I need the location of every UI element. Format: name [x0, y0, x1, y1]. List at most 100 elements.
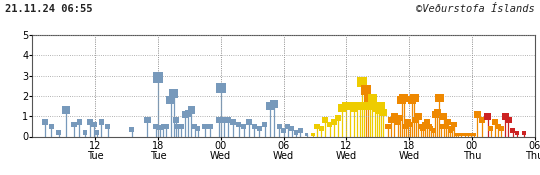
Point — [47, 125, 56, 128]
Point — [374, 109, 383, 111]
Point — [494, 125, 502, 128]
Point — [70, 123, 79, 126]
Point — [431, 113, 440, 116]
Point — [217, 86, 225, 89]
Point — [508, 129, 517, 132]
Point — [287, 127, 296, 130]
Point — [402, 125, 410, 128]
Point — [245, 121, 253, 124]
Point — [229, 121, 238, 124]
Point — [395, 117, 404, 120]
Point — [422, 121, 431, 124]
Point — [292, 131, 300, 134]
Point — [349, 107, 358, 110]
Point — [296, 129, 305, 132]
Point — [490, 121, 499, 124]
Point — [346, 105, 355, 107]
Point — [404, 121, 413, 124]
Point — [416, 125, 425, 128]
Point — [397, 99, 406, 101]
Point — [159, 125, 167, 128]
Point — [250, 125, 259, 128]
Point — [103, 125, 112, 128]
Point — [206, 125, 214, 128]
Point — [424, 125, 433, 128]
Point — [370, 105, 379, 107]
Point — [368, 97, 377, 99]
Point — [220, 119, 228, 122]
Point — [448, 127, 456, 130]
Point — [418, 127, 427, 130]
Point — [439, 115, 448, 118]
Point — [93, 131, 102, 134]
Point — [338, 107, 347, 110]
Point — [441, 125, 450, 128]
Point — [414, 115, 423, 118]
Point — [366, 105, 375, 107]
Point — [162, 125, 171, 128]
Point — [487, 127, 495, 130]
Point — [512, 132, 521, 135]
Point — [357, 80, 366, 83]
Point — [201, 125, 210, 128]
Point — [400, 97, 408, 99]
Point — [313, 125, 321, 128]
Point — [170, 92, 178, 95]
Point — [156, 126, 164, 129]
Point — [239, 125, 248, 128]
Point — [266, 105, 274, 107]
Point — [181, 113, 190, 116]
Point — [90, 123, 98, 126]
Point — [260, 123, 269, 126]
Point — [334, 117, 342, 120]
Point — [433, 111, 442, 114]
Point — [472, 113, 481, 116]
Point — [364, 97, 373, 99]
Point — [406, 123, 414, 126]
Point — [154, 76, 163, 79]
Text: ©Veðurstofa Íslands: ©Veðurstofa Íslands — [416, 4, 535, 13]
Point — [80, 131, 89, 134]
Point — [171, 119, 180, 122]
Point — [187, 109, 196, 111]
Point — [497, 127, 505, 130]
Point — [520, 132, 529, 135]
Point — [454, 133, 463, 136]
Point — [75, 121, 84, 124]
Point — [470, 133, 478, 136]
Point — [408, 99, 416, 101]
Point — [173, 125, 182, 128]
Point — [127, 128, 136, 131]
Point — [308, 133, 317, 136]
Point — [255, 127, 264, 130]
Point — [190, 125, 199, 128]
Point — [429, 129, 437, 132]
Point — [177, 125, 185, 128]
Point — [427, 127, 435, 130]
Point — [86, 121, 94, 124]
Point — [62, 109, 70, 111]
Point — [387, 119, 396, 122]
Point — [302, 133, 311, 136]
Point — [467, 133, 475, 136]
Point — [501, 115, 510, 118]
Point — [40, 121, 49, 124]
Point — [463, 133, 472, 136]
Point — [275, 125, 284, 128]
Point — [443, 121, 452, 124]
Point — [372, 107, 381, 110]
Point — [483, 115, 492, 118]
Point — [376, 105, 385, 107]
Point — [152, 125, 160, 128]
Point — [450, 123, 458, 126]
Point — [410, 97, 418, 99]
Point — [317, 127, 326, 130]
Point — [325, 123, 334, 126]
Text: 21.11.24 06:55: 21.11.24 06:55 — [5, 4, 93, 13]
Point — [457, 133, 465, 136]
Point — [393, 121, 402, 124]
Point — [421, 123, 429, 126]
Point — [355, 105, 364, 107]
Point — [284, 125, 292, 128]
Point — [234, 123, 243, 126]
